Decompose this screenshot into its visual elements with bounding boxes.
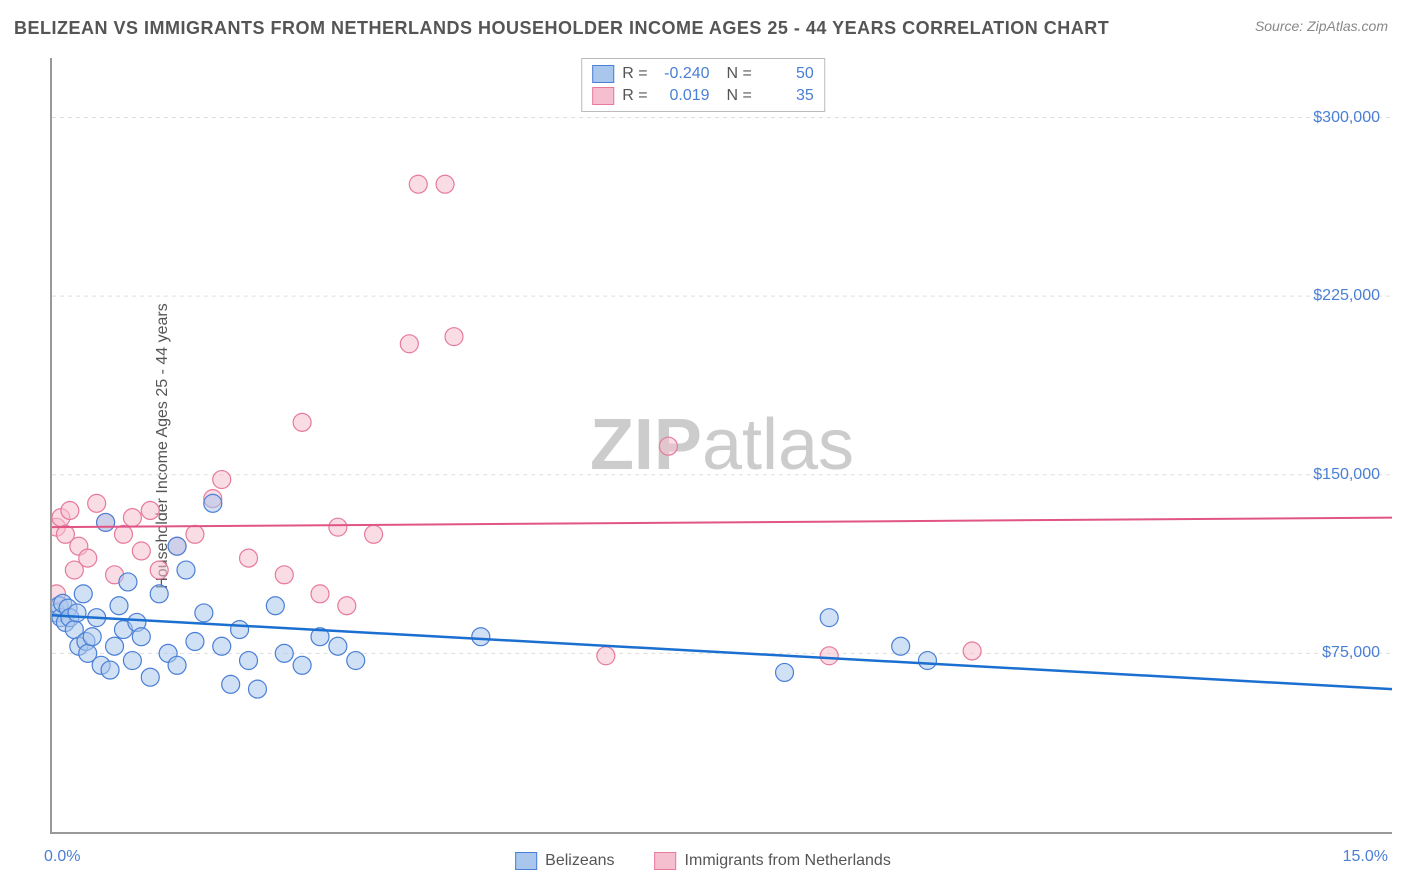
legend-item-netherlands: Immigrants from Netherlands <box>655 852 891 870</box>
scatter-point <box>597 647 615 665</box>
plot-area: ZIPatlas $75,000$150,000$225,000$300,000 <box>50 58 1392 834</box>
n-label: N = <box>718 65 752 83</box>
swatch-netherlands <box>592 87 614 105</box>
scatter-point <box>132 628 150 646</box>
scatter-point <box>74 585 92 603</box>
scatter-point <box>186 633 204 651</box>
scatter-point <box>659 437 677 455</box>
r-label: R = <box>622 87 647 105</box>
n-value-0: 50 <box>760 65 814 83</box>
scatter-point <box>329 518 347 536</box>
scatter-point <box>83 628 101 646</box>
scatter-point <box>248 680 266 698</box>
scatter-point <box>123 652 141 670</box>
scatter-point <box>123 509 141 527</box>
scatter-point <box>88 494 106 512</box>
scatter-point <box>409 175 427 193</box>
scatter-point <box>150 561 168 579</box>
bottom-legend: Belizeans Immigrants from Netherlands <box>515 852 891 870</box>
y-tick-label: $225,000 <box>1313 287 1380 305</box>
y-tick-label: $150,000 <box>1313 466 1380 484</box>
scatter-point <box>918 652 936 670</box>
legend-label-belizeans: Belizeans <box>545 852 614 870</box>
scatter-point <box>61 502 79 520</box>
scatter-point <box>293 413 311 431</box>
legend-item-belizeans: Belizeans <box>515 852 614 870</box>
scatter-point <box>820 609 838 627</box>
scatter-point <box>119 573 137 591</box>
x-axis-min-label: 0.0% <box>44 848 80 866</box>
n-label: N = <box>718 87 752 105</box>
scatter-point <box>79 549 97 567</box>
scatter-point <box>365 525 383 543</box>
scatter-point <box>68 604 86 622</box>
scatter-point <box>275 566 293 584</box>
legend-label-netherlands: Immigrants from Netherlands <box>685 852 891 870</box>
r-value-1: 0.019 <box>656 87 710 105</box>
scatter-point <box>114 525 132 543</box>
scatter-point <box>240 549 258 567</box>
scatter-point <box>329 637 347 655</box>
scatter-point <box>472 628 490 646</box>
scatter-points <box>52 175 981 698</box>
scatter-point <box>231 621 249 639</box>
scatter-point <box>963 642 981 660</box>
scatter-point <box>776 663 794 681</box>
scatter-point <box>892 637 910 655</box>
scatter-point <box>150 585 168 603</box>
x-axis-max-label: 15.0% <box>1343 848 1388 866</box>
y-tick-label: $300,000 <box>1313 109 1380 127</box>
n-value-1: 35 <box>760 87 814 105</box>
scatter-point <box>168 537 186 555</box>
scatter-point <box>240 652 258 670</box>
r-value-0: -0.240 <box>656 65 710 83</box>
scatter-point <box>293 656 311 674</box>
scatter-point <box>204 494 222 512</box>
scatter-point <box>347 652 365 670</box>
legend-swatch-belizeans <box>515 852 537 870</box>
scatter-point <box>311 585 329 603</box>
stats-row-1: R = 0.019 N = 35 <box>592 85 814 107</box>
scatter-point <box>97 513 115 531</box>
legend-swatch-netherlands <box>655 852 677 870</box>
scatter-point <box>110 597 128 615</box>
scatter-point <box>400 335 418 353</box>
scatter-svg <box>52 58 1392 832</box>
scatter-point <box>436 175 454 193</box>
scatter-point <box>132 542 150 560</box>
r-label: R = <box>622 65 647 83</box>
source-label: Source: ZipAtlas.com <box>1255 18 1388 34</box>
scatter-point <box>186 525 204 543</box>
scatter-point <box>195 604 213 622</box>
stats-row-0: R = -0.240 N = 50 <box>592 63 814 85</box>
scatter-point <box>141 668 159 686</box>
scatter-point <box>168 656 186 674</box>
scatter-point <box>222 675 240 693</box>
scatter-point <box>101 661 119 679</box>
y-tick-label: $75,000 <box>1322 644 1380 662</box>
gridlines <box>52 118 1392 654</box>
scatter-point <box>338 597 356 615</box>
scatter-point <box>820 647 838 665</box>
scatter-point <box>445 328 463 346</box>
scatter-point <box>177 561 195 579</box>
chart-title: BELIZEAN VS IMMIGRANTS FROM NETHERLANDS … <box>14 18 1109 39</box>
trend-line <box>52 518 1392 528</box>
scatter-point <box>141 502 159 520</box>
stats-legend: R = -0.240 N = 50 R = 0.019 N = 35 <box>581 58 825 112</box>
scatter-point <box>213 637 231 655</box>
scatter-point <box>266 597 284 615</box>
scatter-point <box>213 471 231 489</box>
scatter-point <box>106 637 124 655</box>
swatch-belizeans <box>592 65 614 83</box>
scatter-point <box>275 644 293 662</box>
